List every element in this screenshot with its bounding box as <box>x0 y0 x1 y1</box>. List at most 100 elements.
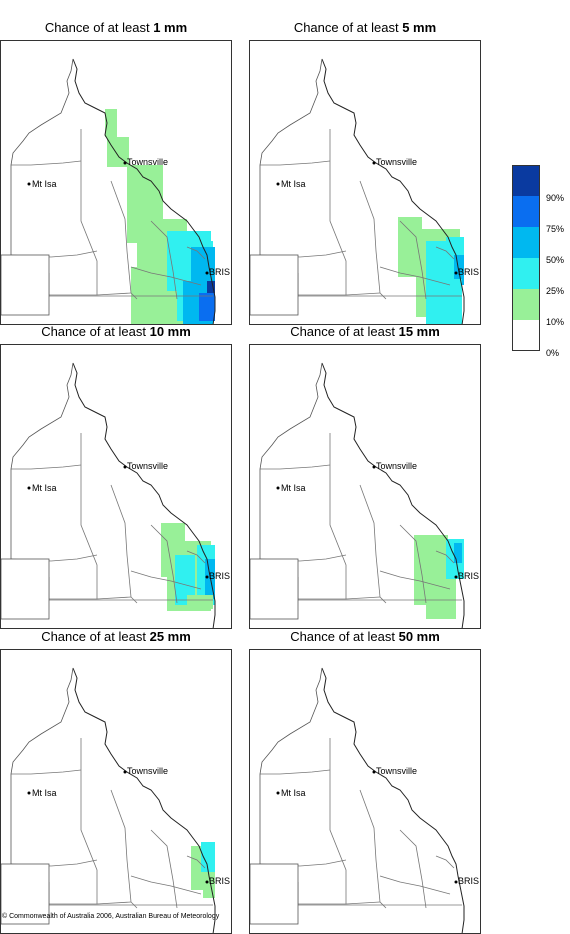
map-panel-1mm: Chance of at least 1 mm Townsville Mt Isa… <box>0 20 232 325</box>
place-label-townsville: Townsville <box>376 461 418 471</box>
inset-box <box>250 254 299 316</box>
district-boundary <box>48 882 132 905</box>
rain-probability-area <box>454 543 462 563</box>
district-boundary <box>329 129 347 295</box>
coastline <box>72 362 216 628</box>
town-dot <box>123 465 127 469</box>
map-panel-15mm: Chance of at least 15 mm Townsville Mt Is… <box>249 324 481 629</box>
district-boundary <box>11 160 82 166</box>
map-panel-5mm: Chance of at least 5 mm Townsville Mt Isa… <box>249 20 481 325</box>
place-label-townsville: Townsville <box>376 157 418 167</box>
district-boundary <box>150 829 178 909</box>
inset-box <box>250 863 299 925</box>
district-boundary <box>130 875 202 895</box>
rain-probability-area <box>205 559 215 599</box>
place-label-bris: BRIS <box>458 267 480 277</box>
district-boundary <box>297 273 381 296</box>
district-boundary <box>48 273 132 296</box>
coastline <box>72 58 216 324</box>
legend-label-90: 90% <box>546 193 565 203</box>
town-dot <box>454 880 458 884</box>
inset-box <box>250 558 299 620</box>
district-boundary <box>399 829 427 909</box>
district-boundary <box>186 550 206 564</box>
rain-probability-area <box>175 555 195 605</box>
district-boundary <box>80 433 98 599</box>
inset-box <box>1 254 50 316</box>
district-boundary <box>186 246 206 260</box>
place-label-bris: BRIS <box>209 876 231 886</box>
town-dot <box>372 161 376 165</box>
queensland-map: Townsville Mt Isa BRIS <box>249 344 481 629</box>
coastline <box>321 58 465 324</box>
map-drawing <box>1 58 216 324</box>
district-boundary <box>150 524 178 604</box>
district-boundary <box>359 789 387 909</box>
place-label-townsville: Townsville <box>127 461 169 471</box>
district-boundary <box>435 550 455 564</box>
district-boundary <box>260 769 331 775</box>
district-boundary <box>130 266 202 286</box>
district-boundary <box>399 524 427 604</box>
place-label-mt-isa: Mt Isa <box>32 788 57 798</box>
place-label-mt-isa: Mt Isa <box>281 483 306 493</box>
place-label-townsville: Townsville <box>376 766 418 776</box>
district-boundary <box>379 875 451 895</box>
legend-label-25: 25% <box>546 286 565 296</box>
map-drawing <box>1 362 216 628</box>
district-boundary <box>110 484 138 604</box>
queensland-map: Townsville Mt Isa BRIS <box>0 40 232 325</box>
district-boundary <box>329 738 347 904</box>
place-label-bris: BRIS <box>458 876 480 886</box>
rain-probability-area <box>187 595 213 609</box>
map-panel-10mm: Chance of at least 10 mm Townsville Mt Is… <box>0 324 232 629</box>
state-border <box>10 58 74 255</box>
district-boundary <box>110 789 138 909</box>
district-boundary <box>435 246 455 260</box>
district-boundary <box>379 570 451 590</box>
rain-probability-area <box>199 293 215 321</box>
rain-probability-area <box>203 884 215 898</box>
town-dot <box>372 465 376 469</box>
district-boundary <box>379 266 451 286</box>
probability-legend <box>512 165 540 351</box>
town-dot <box>205 271 209 275</box>
town-dot <box>276 486 280 490</box>
coastline <box>321 667 465 933</box>
legend-label-10: 10% <box>546 317 565 327</box>
town-dot <box>372 770 376 774</box>
place-label-bris: BRIS <box>209 571 231 581</box>
queensland-map: Townsville Mt Isa BRIS <box>0 649 232 934</box>
place-label-townsville: Townsville <box>127 157 169 167</box>
district-boundary <box>260 160 331 166</box>
town-dot <box>27 486 31 490</box>
map-drawing <box>1 667 216 933</box>
map-drawing <box>250 362 465 628</box>
map-drawing <box>250 667 465 933</box>
place-label-townsville: Townsville <box>127 766 169 776</box>
map-panel-25mm: Chance of at least 25 mm Townsville Mt Is… <box>0 629 232 934</box>
state-border <box>259 667 323 864</box>
legend-swatch-90 <box>512 165 540 196</box>
district-boundary <box>399 220 427 300</box>
panel-title: Chance of at least 10 mm <box>41 324 191 339</box>
state-border <box>259 362 323 559</box>
place-label-bris: BRIS <box>209 267 231 277</box>
panel-title: Chance of at least 50 mm <box>290 629 440 644</box>
rain-probability-area <box>201 842 215 872</box>
town-dot <box>205 880 209 884</box>
district-boundary <box>260 464 331 470</box>
place-label-mt-isa: Mt Isa <box>32 179 57 189</box>
town-dot <box>123 770 127 774</box>
panel-title: Chance of at least 25 mm <box>41 629 191 644</box>
district-boundary <box>130 570 202 590</box>
place-label-mt-isa: Mt Isa <box>281 179 306 189</box>
legend-label-75: 75% <box>546 224 565 234</box>
town-dot <box>27 182 31 186</box>
legend-swatch-25 <box>512 258 540 289</box>
coastline <box>72 667 216 933</box>
rain-probability-area <box>127 165 163 243</box>
queensland-map: Townsville Mt Isa BRIS <box>249 649 481 934</box>
district-boundary <box>48 577 132 600</box>
district-boundary <box>329 433 347 599</box>
